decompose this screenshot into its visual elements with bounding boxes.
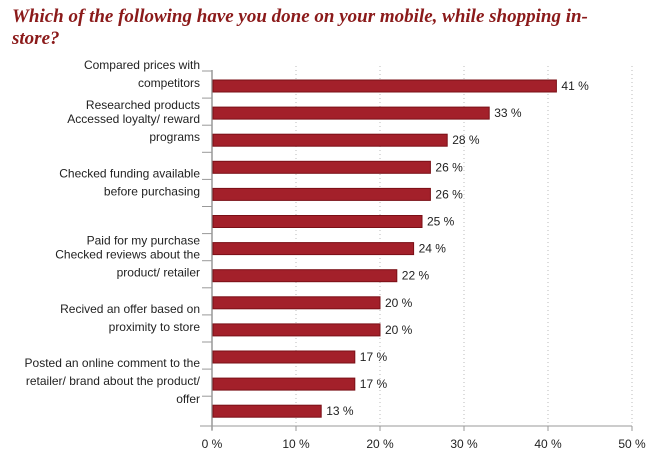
category-label: Posted an online comment to the [25,356,201,370]
bar [212,187,431,201]
category-label: proximity to store [109,320,201,334]
category-label: before purchasing [104,184,200,198]
bar [212,350,356,364]
bar-value-label: 26 % [435,160,463,174]
bar-value-label: 20 % [385,323,413,337]
bar [212,404,322,418]
x-tick-label: 20 % [366,437,394,451]
category-label: offer [176,392,200,406]
bar-value-label: 13 % [326,404,354,418]
category-label: competitors [138,76,200,90]
bar [212,79,557,93]
category-label: Checked funding available [59,166,200,180]
bar [212,377,356,391]
chart-title: Which of the following have you done on … [12,6,588,49]
category-label: Recived an offer based on [60,302,200,316]
bar-value-label: 20 % [385,296,413,310]
bar [212,269,398,283]
category-label: programs [149,130,200,144]
category-label: Checked reviews about the [55,248,200,262]
x-tick-label: 10 % [282,437,310,451]
bar [212,106,490,120]
bar [212,215,423,228]
bar-value-label: 17 % [360,377,388,391]
bar-value-label: 41 % [561,79,589,93]
category-label: Paid for my purchase [87,234,201,248]
bar-value-label: 17 % [360,350,388,364]
x-tick-label: 50 % [618,437,646,451]
category-label: retailer/ brand about the product/ [26,374,201,388]
x-tick-label: 0 % [202,437,223,451]
category-label: Accessed loyalty/ reward [67,112,200,126]
category-label: Researched products [86,98,200,112]
bar-value-label: 22 % [402,269,430,283]
bar-value-label: 24 % [419,242,447,256]
x-tick-label: 30 % [450,437,478,451]
category-label: Compared prices with [84,58,200,72]
category-label: product/ retailer [117,266,200,280]
bar-value-label: 28 % [452,133,480,147]
bar [212,160,431,174]
bar [212,323,381,337]
x-tick-label: 40 % [534,437,562,451]
bar-value-label: 26 % [435,187,463,201]
bar [212,296,381,310]
bar [212,242,415,256]
bar-value-label: 25 % [427,215,455,229]
bar [212,133,448,147]
bar-value-label: 33 % [494,106,522,120]
